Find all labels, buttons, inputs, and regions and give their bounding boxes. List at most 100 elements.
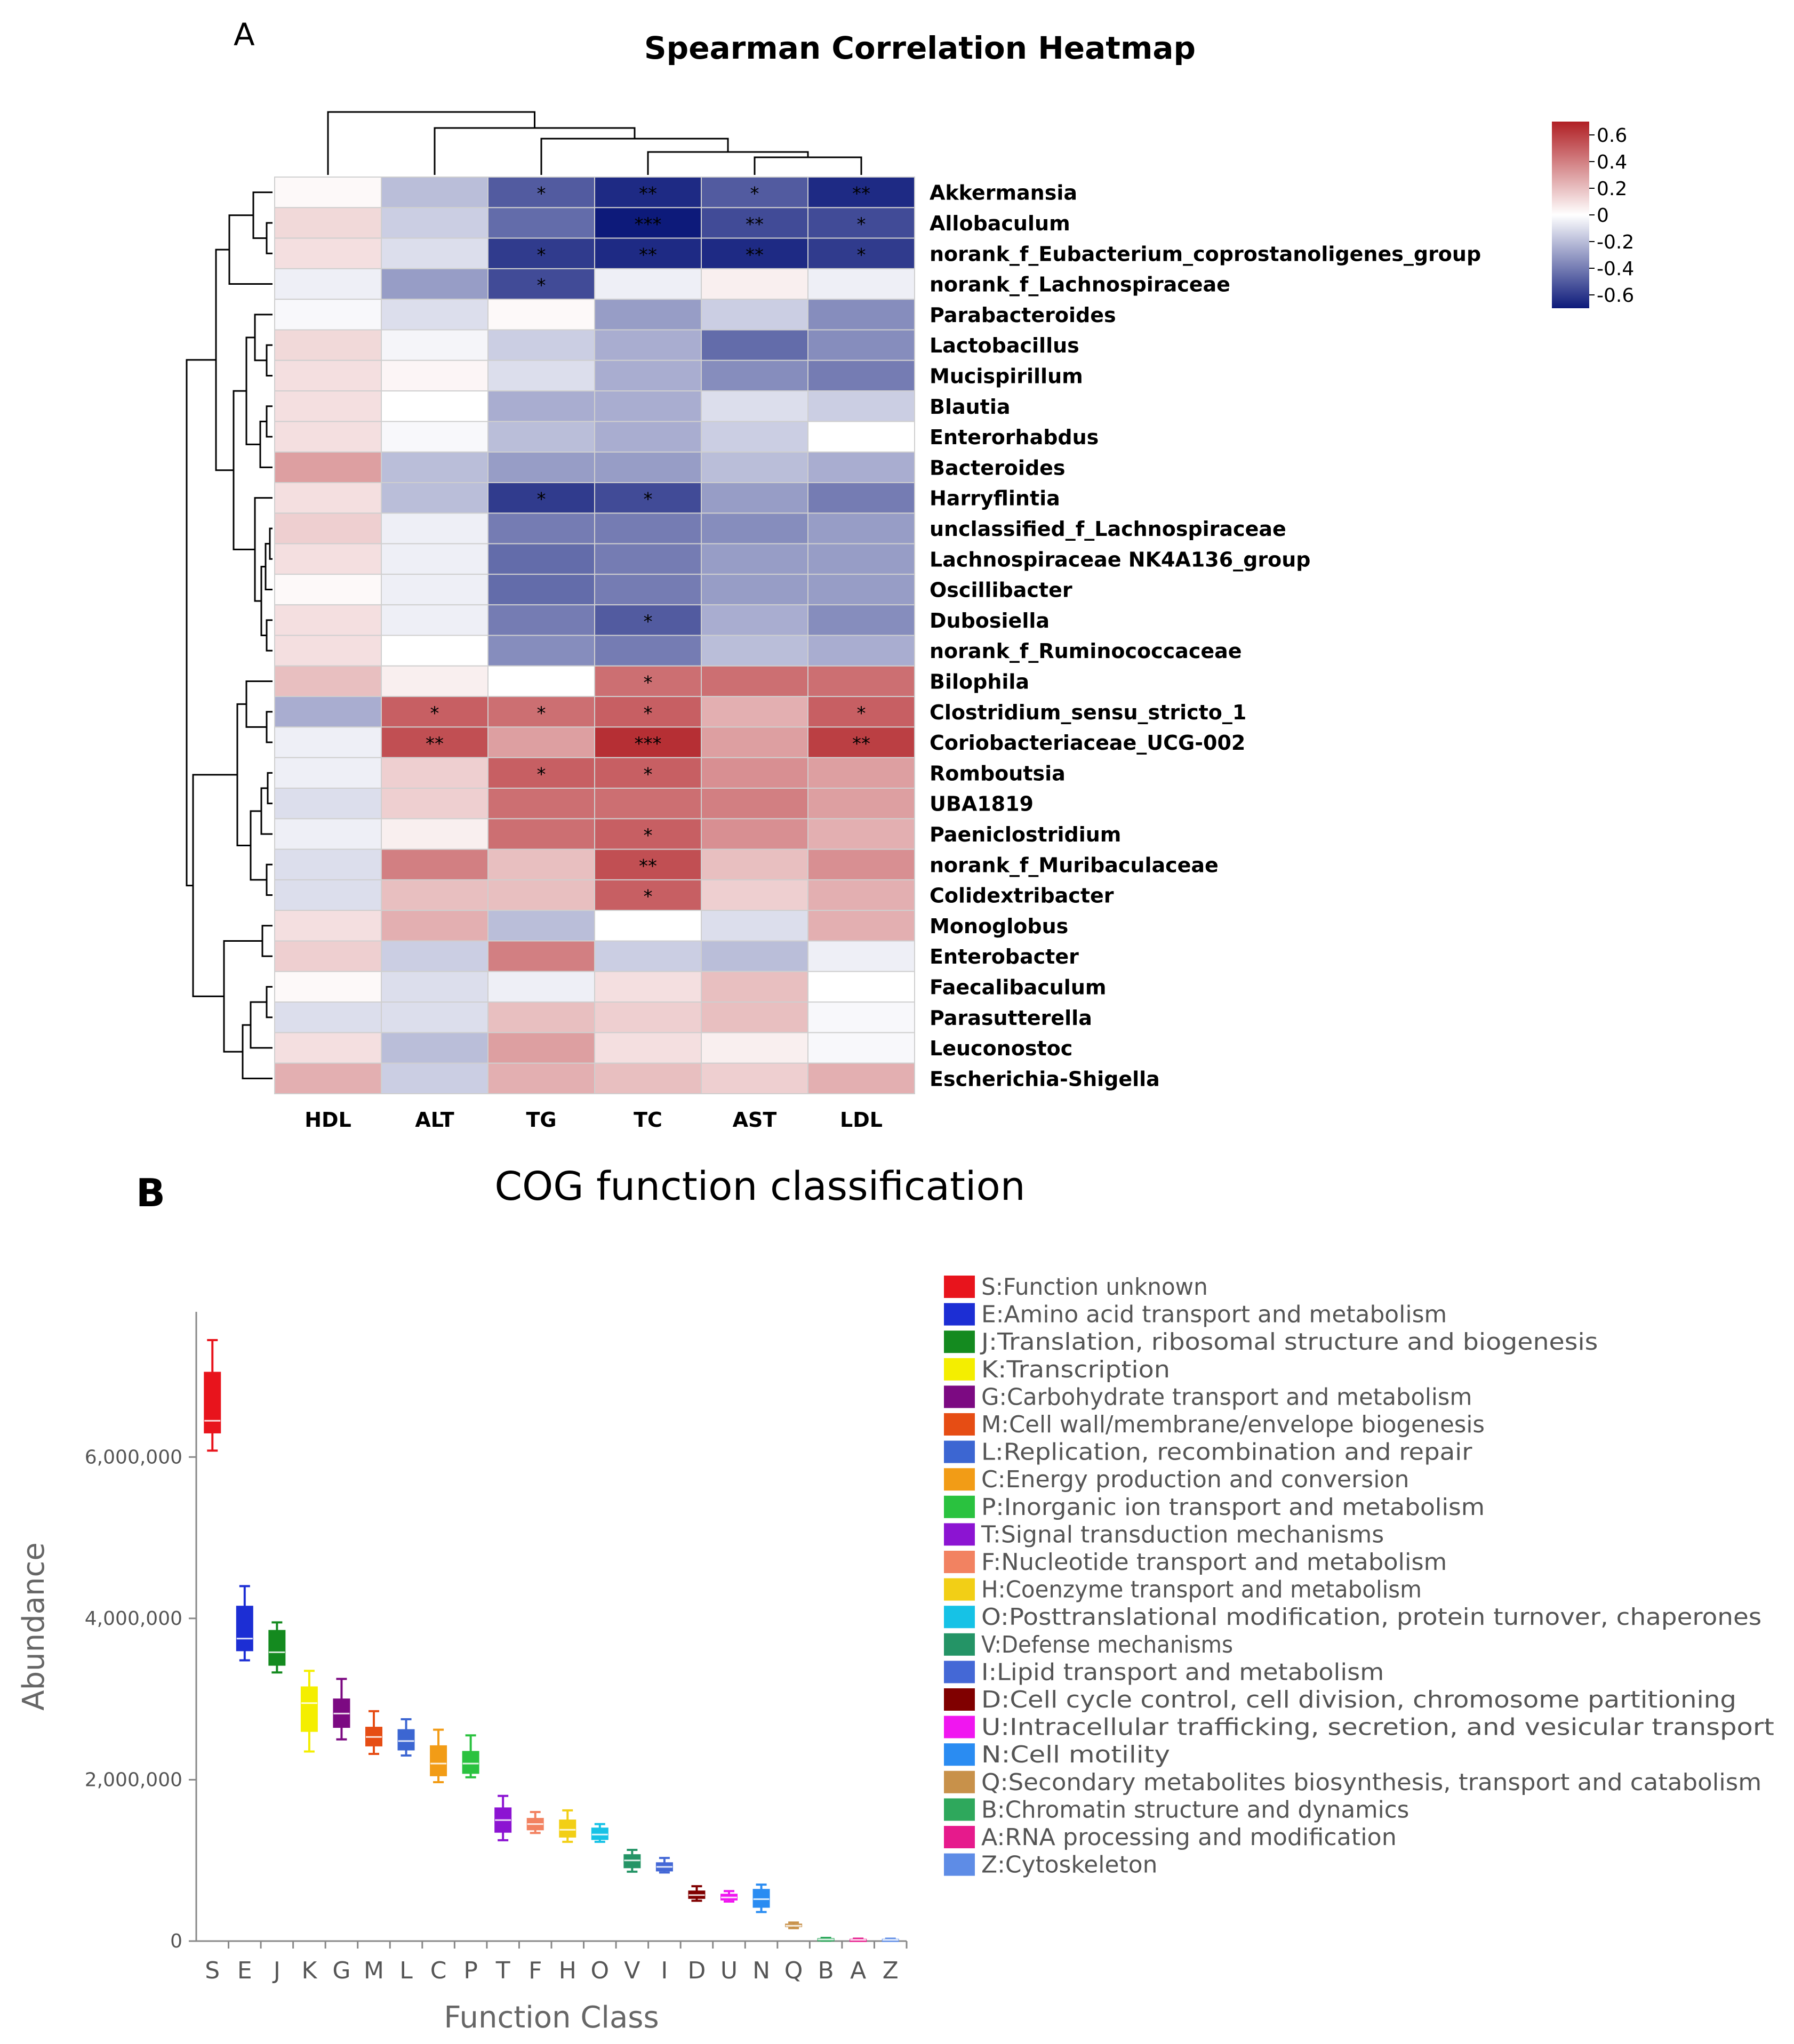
row-label: unclassified_f_Lachnospiraceae bbox=[930, 517, 1286, 541]
legend-swatch bbox=[944, 1468, 975, 1491]
heatmap-cell bbox=[807, 421, 915, 453]
x-tick-label: D bbox=[688, 1957, 706, 1984]
significance-mark: * bbox=[857, 214, 866, 235]
row-dendrogram-branch bbox=[266, 344, 273, 376]
heatmap-cell bbox=[701, 329, 808, 361]
column-label: ALT bbox=[415, 1108, 454, 1132]
significance-mark: ** bbox=[852, 183, 870, 205]
row-label: Allobaculum bbox=[930, 212, 1070, 235]
row-dendrogram-branch bbox=[242, 1024, 273, 1079]
heatmap-cell bbox=[594, 879, 702, 911]
row-label: Colidextribacter bbox=[930, 884, 1114, 908]
heatmap-cell bbox=[381, 696, 488, 728]
colorbar: 0.6 0.4 0.2 0 -0.2 -0.4 -0.6 bbox=[1552, 122, 1634, 308]
x-tick-label: K bbox=[301, 1957, 317, 1984]
heatmap-cell bbox=[274, 512, 382, 544]
heatmap-cell bbox=[274, 848, 382, 880]
heatmap-cell bbox=[381, 726, 488, 758]
heatmap-cell bbox=[701, 971, 808, 1003]
legend-label: E:Amino acid transport and metabolism bbox=[981, 1301, 1447, 1328]
legend-swatch bbox=[944, 1633, 975, 1656]
heatmap-cell bbox=[381, 451, 488, 484]
heatmap-cell bbox=[381, 482, 488, 514]
heatmap-cell bbox=[701, 665, 808, 698]
heatmap-cell bbox=[807, 696, 915, 728]
x-tick-label: N bbox=[752, 1957, 770, 1984]
heatmap-cell bbox=[381, 359, 488, 392]
significance-mark: *** bbox=[635, 214, 662, 235]
legend-label: N:Cell motility bbox=[981, 1741, 1170, 1768]
heatmap-cell bbox=[701, 573, 808, 606]
legend-swatch bbox=[944, 1606, 975, 1629]
heatmap-cell bbox=[807, 451, 915, 484]
x-tick-label: L bbox=[399, 1957, 413, 1984]
row-dendrogram-branch bbox=[250, 810, 267, 881]
heatmap-cell bbox=[487, 788, 595, 820]
heatmap-cell bbox=[701, 696, 808, 728]
heatmap-cell bbox=[807, 177, 915, 209]
heatmap-cell bbox=[487, 1001, 595, 1033]
legend-swatch bbox=[944, 1330, 975, 1353]
heatmap-cell bbox=[701, 1032, 808, 1064]
legend-label: V:Defense mechanisms bbox=[981, 1631, 1233, 1658]
legend-swatch bbox=[944, 1661, 975, 1684]
heatmap-cell bbox=[594, 329, 702, 361]
row-label: Mucispirillum bbox=[930, 364, 1083, 388]
heatmap-cell bbox=[807, 665, 915, 698]
row-label: Paeniclostridium bbox=[930, 823, 1121, 846]
heatmap-cell bbox=[807, 635, 915, 667]
heatmap-cell bbox=[274, 788, 382, 820]
heatmap-cell bbox=[274, 390, 382, 422]
row-dendrogram-branch bbox=[266, 619, 273, 652]
heatmap-cell bbox=[594, 268, 702, 300]
heatmap-cell bbox=[701, 543, 808, 575]
x-tick-label: B bbox=[818, 1957, 834, 1984]
x-tick-label: V bbox=[624, 1957, 640, 1984]
colorbar-tick-label: 0.6 bbox=[1597, 125, 1627, 147]
heatmap-cell bbox=[701, 421, 808, 453]
row-dendrogram-branch bbox=[186, 359, 216, 887]
legend-label: U:Intracellular trafficking, secretion, … bbox=[981, 1714, 1774, 1741]
heatmap-cell bbox=[594, 1032, 702, 1064]
heatmap-cell bbox=[701, 268, 808, 300]
y-axis-title: Abundance bbox=[17, 1542, 51, 1710]
row-label: Bacteroides bbox=[930, 456, 1066, 479]
y-tick-label: 2,000,000 bbox=[85, 1769, 182, 1791]
row-dendrogram-branch bbox=[266, 222, 273, 254]
heatmap-cell bbox=[594, 390, 702, 422]
legend-swatch bbox=[944, 1716, 975, 1738]
significance-mark: * bbox=[537, 183, 546, 205]
legend-label: D:Cell cycle control, cell division, chr… bbox=[981, 1686, 1736, 1713]
heatmap-cell bbox=[701, 848, 808, 880]
heatmap-cell bbox=[274, 451, 382, 484]
legend-swatch bbox=[944, 1303, 975, 1326]
x-tick-label: F bbox=[528, 1957, 542, 1984]
heatmap-cell bbox=[487, 390, 595, 422]
legend-label: P:Inorganic ion transport and metabolism bbox=[981, 1494, 1485, 1521]
heatmap-cell bbox=[594, 635, 702, 667]
heatmap-cell bbox=[701, 451, 808, 484]
heatmap-cell bbox=[701, 726, 808, 758]
heatmap-cell bbox=[381, 177, 488, 209]
heatmap-cell bbox=[381, 329, 488, 361]
significance-mark: ** bbox=[852, 733, 870, 755]
heatmap-cell bbox=[807, 1062, 915, 1094]
legend-swatch bbox=[944, 1276, 975, 1298]
heatmap-cell bbox=[487, 573, 595, 606]
box-body bbox=[430, 1745, 447, 1776]
box-body bbox=[559, 1819, 576, 1838]
legend-label: B:Chromatin structure and dynamics bbox=[981, 1796, 1409, 1823]
significance-mark: * bbox=[644, 703, 653, 724]
colorbar-tick-label: 0.2 bbox=[1597, 178, 1627, 200]
box-body bbox=[623, 1854, 641, 1869]
heatmap-cell bbox=[381, 848, 488, 880]
row-dendrogram-branch bbox=[266, 985, 273, 1019]
column-label: TC bbox=[634, 1108, 662, 1132]
x-tick-label: C bbox=[430, 1957, 447, 1984]
significance-mark: * bbox=[644, 825, 653, 846]
row-dendrogram-branch bbox=[254, 314, 273, 362]
significance-mark: * bbox=[537, 244, 546, 266]
legend-swatch bbox=[944, 1523, 975, 1546]
heatmap-cell bbox=[594, 573, 702, 606]
